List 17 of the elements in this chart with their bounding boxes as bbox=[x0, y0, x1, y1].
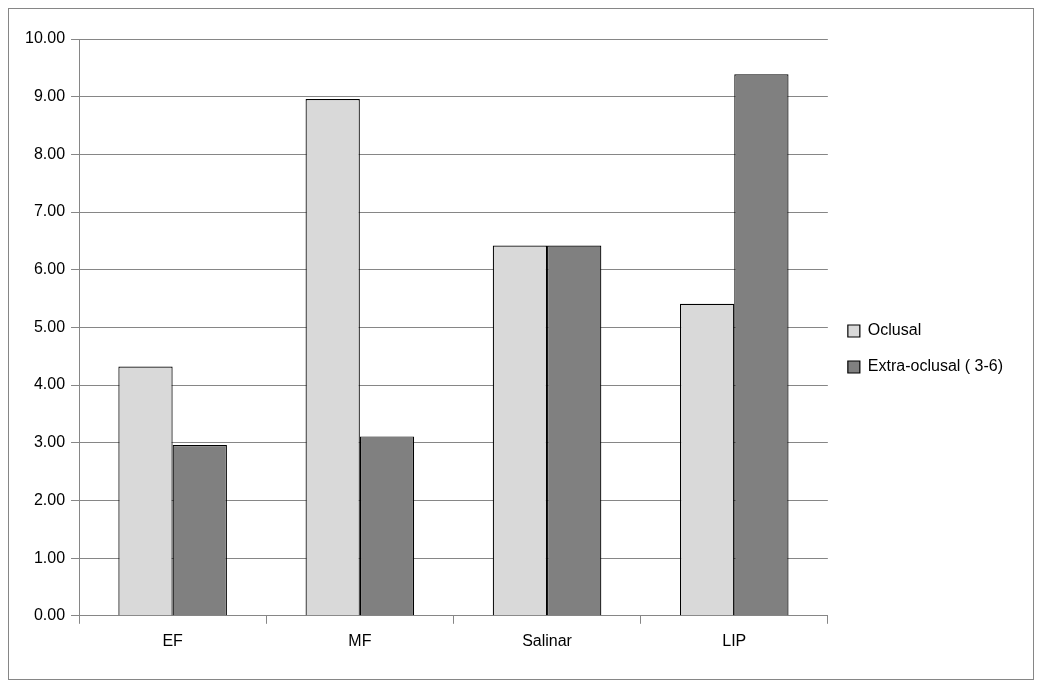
y-tick-label: 0.00 bbox=[33, 606, 66, 624]
x-tick-label: LIP bbox=[722, 631, 747, 649]
y-tick-label: 5.00 bbox=[33, 317, 66, 335]
y-tick-label: 4.00 bbox=[33, 375, 66, 393]
y-tick-label: 1.00 bbox=[33, 548, 66, 566]
y-tick-label: 6.00 bbox=[33, 260, 66, 278]
y-tick-label: 7.00 bbox=[33, 202, 66, 220]
y-tick-label: 8.00 bbox=[33, 144, 66, 162]
y-tick-label: 2.00 bbox=[33, 490, 66, 508]
x-tick-label: EF bbox=[162, 631, 184, 649]
y-tick-label: 9.00 bbox=[33, 87, 66, 105]
x-tick-label: MF bbox=[348, 631, 372, 649]
y-tick-label: 3.00 bbox=[33, 433, 66, 451]
y-tick-label: 10.00 bbox=[24, 29, 66, 47]
legend-label: Oclusal bbox=[867, 321, 922, 339]
legend-label: Extra-oclusal ( 3-6) bbox=[867, 357, 1004, 375]
x-tick-label: Salinar bbox=[522, 631, 573, 649]
